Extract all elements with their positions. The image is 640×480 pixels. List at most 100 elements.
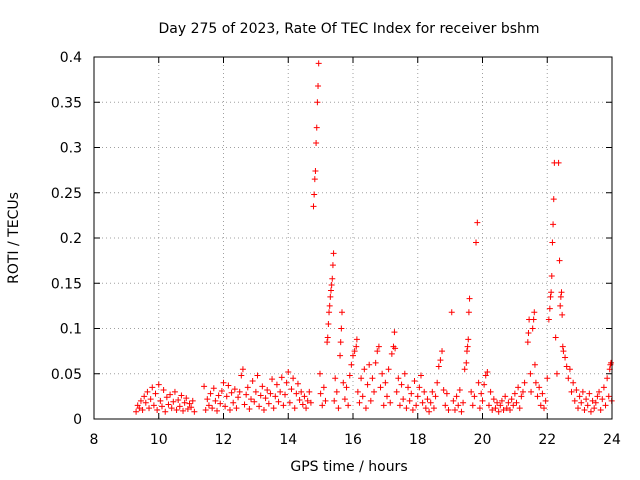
data-point [304, 397, 311, 404]
data-point [335, 405, 342, 412]
data-point [239, 366, 246, 373]
data-point [471, 393, 478, 400]
data-point [589, 397, 596, 404]
data-point [201, 383, 208, 390]
data-point [570, 379, 577, 386]
data-point [243, 391, 250, 398]
data-point [408, 390, 415, 397]
data-point [555, 159, 562, 166]
data-point [225, 382, 232, 389]
data-point [379, 370, 386, 377]
data-point [605, 393, 612, 400]
data-point [181, 399, 188, 406]
data-point [296, 396, 303, 403]
data-point [337, 339, 344, 346]
data-point [413, 402, 420, 409]
data-point [280, 402, 287, 409]
data-point [548, 289, 555, 296]
data-point [283, 379, 290, 386]
data-point [429, 388, 436, 395]
data-point [549, 239, 556, 246]
data-point [369, 375, 376, 382]
data-point [494, 399, 501, 406]
data-point [400, 396, 407, 403]
data-point [422, 405, 429, 412]
data-point [382, 379, 389, 386]
data-point [411, 377, 418, 384]
data-point [223, 393, 230, 400]
data-point [584, 402, 591, 409]
data-point [387, 399, 394, 406]
data-point [303, 405, 310, 412]
x-tick-label: 8 [90, 432, 99, 448]
data-point [552, 334, 559, 341]
data-point [273, 381, 280, 388]
data-point [361, 366, 368, 373]
data-point [489, 406, 496, 413]
data-point [550, 196, 557, 203]
data-point [367, 397, 374, 404]
data-point [469, 402, 476, 409]
data-point [326, 309, 333, 316]
data-point [372, 359, 379, 366]
data-point [525, 330, 532, 337]
data-point [150, 402, 157, 409]
data-point [307, 399, 314, 406]
data-point [556, 257, 563, 264]
data-point [343, 384, 350, 391]
y-tick-label: 0.1 [60, 322, 82, 338]
data-point [260, 406, 267, 413]
data-point [346, 372, 353, 379]
data-point [310, 203, 317, 210]
data-point [557, 293, 564, 300]
data-point [294, 380, 301, 387]
data-point [351, 348, 358, 355]
x-tick-label: 18 [409, 432, 427, 448]
data-point [608, 359, 615, 366]
x-tick-label: 12 [215, 432, 233, 448]
data-point [278, 374, 285, 381]
data-point [215, 392, 222, 399]
data-point [594, 393, 601, 400]
y-tick-label: 0.15 [51, 276, 82, 292]
data-point [238, 372, 245, 379]
data-point [458, 408, 465, 415]
data-point [306, 388, 313, 395]
data-point [244, 384, 251, 391]
data-point [333, 388, 340, 395]
data-point [505, 399, 512, 406]
data-point [320, 384, 327, 391]
data-point [189, 397, 196, 404]
data-point [312, 168, 319, 175]
data-point [326, 302, 333, 309]
data-point [529, 325, 536, 332]
data-point [256, 403, 263, 410]
data-point [248, 396, 255, 403]
data-point [158, 403, 165, 410]
data-point [465, 309, 472, 316]
data-point [502, 393, 509, 400]
data-point [568, 388, 575, 395]
data-point [374, 348, 381, 355]
data-point [443, 390, 450, 397]
data-point [563, 363, 570, 370]
data-point [269, 376, 276, 383]
data-point [487, 388, 494, 395]
data-point [170, 398, 177, 405]
data-point [497, 402, 504, 409]
data-point [597, 406, 604, 413]
x-tick-label: 20 [474, 432, 492, 448]
data-point [205, 402, 212, 409]
data-point [257, 392, 264, 399]
data-point [147, 396, 154, 403]
data-point [173, 406, 180, 413]
data-point [328, 282, 335, 289]
data-point [332, 375, 339, 382]
data-point [456, 387, 463, 394]
data-point [557, 302, 564, 309]
y-tick-label: 0.35 [51, 95, 82, 111]
data-point [396, 402, 403, 409]
x-tick-label: 10 [150, 432, 168, 448]
data-point [313, 124, 320, 131]
data-point [566, 366, 573, 373]
